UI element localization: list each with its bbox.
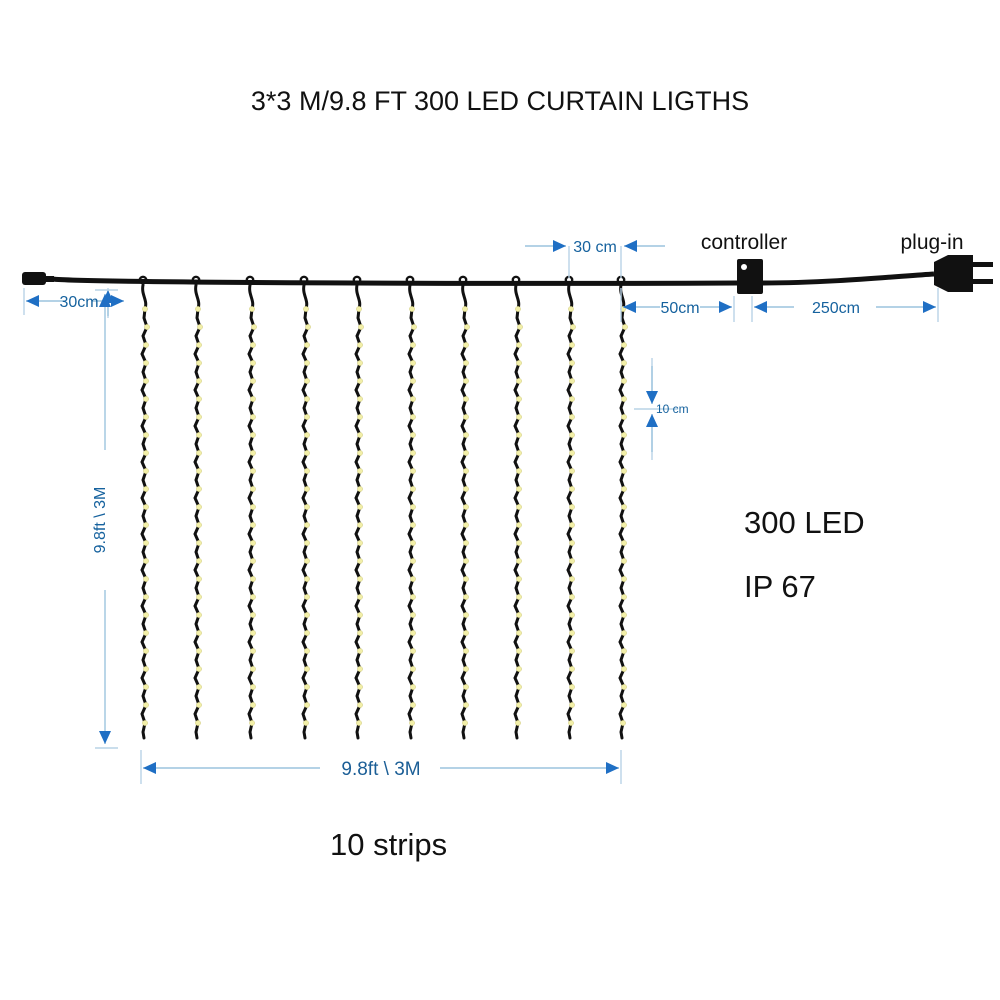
strand bbox=[616, 275, 628, 740]
dimension-strand-spacing: 30 cm bbox=[525, 239, 665, 278]
dimension-plug-lead: 250cm bbox=[751, 288, 939, 322]
main-wire bbox=[51, 276, 738, 286]
socket-connector-icon bbox=[22, 272, 54, 285]
dimension-label-controller-gap: 50cm bbox=[660, 300, 699, 317]
strand bbox=[191, 275, 203, 740]
dimension-label-left-lead: 30cm bbox=[59, 294, 98, 311]
strand bbox=[138, 275, 150, 740]
plug-in-label: plug-in bbox=[900, 231, 963, 254]
strand bbox=[405, 275, 417, 740]
main-wire-group bbox=[22, 255, 993, 294]
dimension-left-lead: 30cm bbox=[23, 288, 124, 318]
ip-rating-label: IP 67 bbox=[744, 569, 816, 604]
dimension-label-strand-spacing: 30 cm bbox=[573, 239, 617, 256]
plug-wire bbox=[762, 271, 935, 286]
led-count-label: 300 LED bbox=[744, 505, 865, 540]
plug-icon bbox=[934, 255, 993, 292]
dimension-curtain-width: 9.8ft \ 3M bbox=[140, 750, 622, 784]
dimension-label-plug-lead: 250cm bbox=[812, 300, 860, 317]
strand bbox=[245, 275, 257, 740]
strand bbox=[352, 275, 364, 740]
page-title: 3*3 M/9.8 FT 300 LED CURTAIN LIGTHS bbox=[251, 86, 749, 116]
strand bbox=[299, 275, 311, 740]
strand bbox=[564, 275, 576, 740]
dimension-label-curtain-width: 9.8ft \ 3M bbox=[341, 759, 420, 780]
dimension-controller-gap: 50cm bbox=[620, 288, 735, 322]
controller-label: controller bbox=[701, 231, 787, 254]
dimension-curtain-height: 9.8ft \ 3M bbox=[92, 289, 118, 749]
dimension-label-curtain-height: 9.8ft \ 3M bbox=[92, 487, 109, 554]
controller-box bbox=[737, 259, 763, 294]
strand bbox=[458, 275, 470, 740]
strip-count-label: 10 strips bbox=[330, 827, 447, 862]
curtain-strands-group bbox=[138, 275, 628, 740]
dimension-label-led-spacing: 10 cm bbox=[656, 402, 689, 416]
strand bbox=[511, 275, 523, 740]
dimension-led-spacing: 10 cm bbox=[634, 358, 689, 460]
